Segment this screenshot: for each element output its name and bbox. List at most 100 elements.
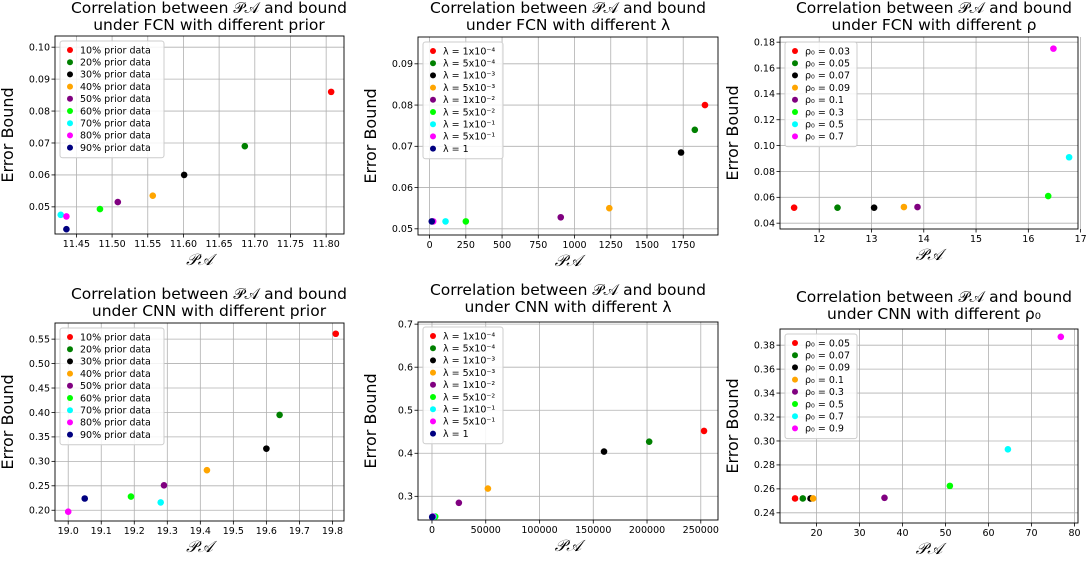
data-point (1050, 45, 1057, 52)
plot-frame (779, 36, 1079, 230)
x-tick-label: 1000 (562, 240, 586, 251)
x-tick-label: 16 (1022, 234, 1034, 245)
legend-label: λ = 5x10⁻⁴ (443, 344, 495, 355)
x-tick-label: 60 (983, 528, 995, 539)
legend-marker (430, 109, 436, 115)
legend-marker (430, 145, 436, 152)
data-point (809, 495, 817, 502)
legend-marker (792, 84, 798, 91)
legend-marker (792, 121, 798, 128)
x-tick-label: 1500 (635, 240, 659, 251)
x-tick-label: 19.5 (223, 526, 244, 537)
legend-label: ρ₀ = 0.7 (805, 412, 844, 423)
legend-marker (67, 334, 73, 340)
legend-label: 60% prior data (80, 393, 151, 404)
legend-marker (792, 352, 798, 359)
x-axis-label: 𝒫𝒜 (186, 250, 218, 269)
data-point (157, 499, 164, 506)
legend-label: ρ₀ = 0.09 (805, 363, 850, 374)
legend-marker (67, 144, 73, 151)
chart-title: Correlation between 𝒫𝒜 and bound under CN… (774, 289, 1086, 323)
x-tick-label: 19.7 (289, 526, 310, 537)
y-tick-label: 0.26 (754, 484, 775, 495)
legend-label: λ = 5x10⁻⁴ (443, 59, 495, 70)
y-tick-label: 0.4 (398, 449, 413, 460)
legend-box (422, 41, 504, 160)
y-tick-label: 0.30 (754, 436, 775, 447)
y-tick-label: 0.35 (29, 432, 50, 443)
data-point (677, 149, 685, 156)
legend-label: 90% prior data (80, 430, 151, 441)
plot-frame (54, 322, 345, 522)
data-point (881, 494, 888, 502)
x-tick-label: 19.1 (91, 526, 112, 537)
data-point (263, 445, 270, 452)
legend-label: ρ₀ = 0.5 (805, 399, 844, 410)
data-point (64, 508, 72, 516)
x-axis-label: 𝒫𝒜 (186, 537, 218, 556)
y-tick-label: 0.09 (392, 59, 413, 70)
chart-title-line: under FCN with different prior (93, 16, 325, 34)
legend-label: 70% prior data (80, 406, 151, 417)
x-tick-label: 40 (897, 528, 909, 539)
legend-marker (430, 418, 436, 425)
x-tick-label: 750 (529, 240, 547, 251)
plot-frame (417, 36, 719, 236)
plot-frame (779, 328, 1079, 524)
legend-label: 90% prior data (80, 143, 151, 154)
legend-label: λ = 5x10⁻¹ (443, 132, 495, 143)
legend-marker (430, 133, 436, 140)
legend-marker (430, 394, 436, 400)
legend-label: λ = 1 (443, 429, 469, 440)
data-point (63, 225, 70, 233)
x-tick-label: 0 (427, 240, 433, 251)
legend-label: ρ₀ = 0.3 (805, 387, 844, 398)
x-tick-label: 19.2 (124, 526, 145, 537)
legend-marker (430, 121, 436, 128)
data-point (462, 218, 470, 225)
x-tick-label: 12 (813, 234, 825, 245)
x-tick-label: 11.70 (241, 239, 268, 250)
legend-label: ρ₀ = 0.5 (805, 120, 844, 131)
x-tick-label: 13 (865, 234, 877, 245)
data-point (63, 213, 70, 220)
data-point (799, 495, 807, 502)
y-axis-label: Error Bound (361, 88, 380, 183)
chart-title-line: Correlation between 𝒫𝒜 and bound (795, 0, 1072, 17)
y-tick-label: 0.34 (754, 388, 775, 399)
data-point (149, 192, 157, 199)
legend-label: ρ₀ = 0.9 (805, 424, 844, 435)
chart-title-line: under CNN with different prior (91, 302, 327, 320)
x-tick-label: 20 (811, 528, 823, 539)
legend-label: λ = 1x10⁻¹ (443, 405, 495, 416)
legend-marker (67, 382, 73, 389)
legend-label: 50% prior data (80, 94, 151, 105)
y-axis-label: Error Bound (0, 87, 17, 182)
y-tick-label: 0.7 (398, 319, 413, 330)
y-tick-label: 0.07 (29, 138, 50, 149)
x-axis-label: 𝒫𝒜 (916, 539, 948, 558)
chart-title-line: under FCN with different λ (465, 16, 671, 34)
data-point (332, 330, 340, 338)
y-tick-label: 0.3 (398, 492, 413, 503)
legend-marker (792, 376, 798, 383)
chart-title: Correlation between 𝒫𝒜 and bound under FC… (774, 0, 1086, 34)
legend-marker (430, 84, 436, 91)
legend-label: 40% prior data (80, 369, 151, 380)
legend-label: λ = 5x10⁻² (443, 392, 495, 403)
legend-label: λ = 1x10⁻³ (443, 356, 495, 367)
y-axis-label: Error Bound (361, 373, 380, 468)
legend-marker (67, 95, 73, 102)
y-axis-label: Error Bound (723, 85, 742, 180)
x-tick-label: 11.80 (313, 239, 340, 250)
chart-title: Correlation between 𝒫𝒜 and bound under FC… (49, 0, 369, 34)
x-tick-label: 14 (918, 234, 930, 245)
legend-label: ρ₀ = 0.03 (805, 46, 850, 57)
legend-box (59, 40, 165, 159)
legend-marker (430, 406, 436, 413)
y-tick-label: 0.04 (754, 218, 775, 229)
legend-marker (67, 120, 73, 127)
y-tick-label: 0.32 (754, 412, 775, 423)
